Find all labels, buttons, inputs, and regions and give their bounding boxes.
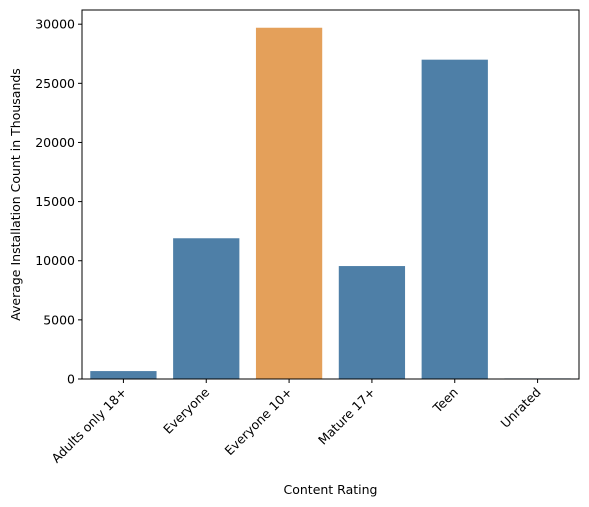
x-tick-label: Adults only 18+ — [48, 385, 129, 466]
bars-group — [90, 27, 571, 380]
x-tick-label: Teen — [429, 385, 461, 417]
bar-everyone-10 — [255, 27, 323, 379]
y-tick-label: 0 — [67, 372, 75, 387]
y-axis-label: Average Installation Count in Thousands — [8, 68, 23, 321]
y-tick-label: 5000 — [43, 312, 75, 327]
x-tick-label: Mature 17+ — [315, 385, 378, 448]
x-tick-label: Everyone 10+ — [222, 385, 296, 459]
y-tick-label: 25000 — [35, 76, 75, 91]
y-tick-label: 30000 — [35, 17, 75, 32]
x-axis-label: Content Rating — [284, 482, 378, 497]
x-axis: Adults only 18+ Everyone Everyone 10+ Matur… — [48, 379, 544, 466]
y-tick-label: 10000 — [35, 253, 75, 268]
y-tick-label: 20000 — [35, 135, 75, 150]
bar-teen — [421, 59, 488, 380]
bar-adults-only-18 — [90, 371, 157, 379]
y-axis: 0 5000 10000 15000 20000 25000 30000 — [35, 17, 82, 387]
y-tick-label: 15000 — [35, 194, 75, 209]
x-tick-label: Unrated — [497, 385, 543, 431]
bar-everyone — [173, 238, 240, 379]
x-tick-label: Everyone — [160, 384, 212, 436]
bar-mature-17 — [338, 266, 406, 379]
plot-frame — [81, 9, 580, 380]
